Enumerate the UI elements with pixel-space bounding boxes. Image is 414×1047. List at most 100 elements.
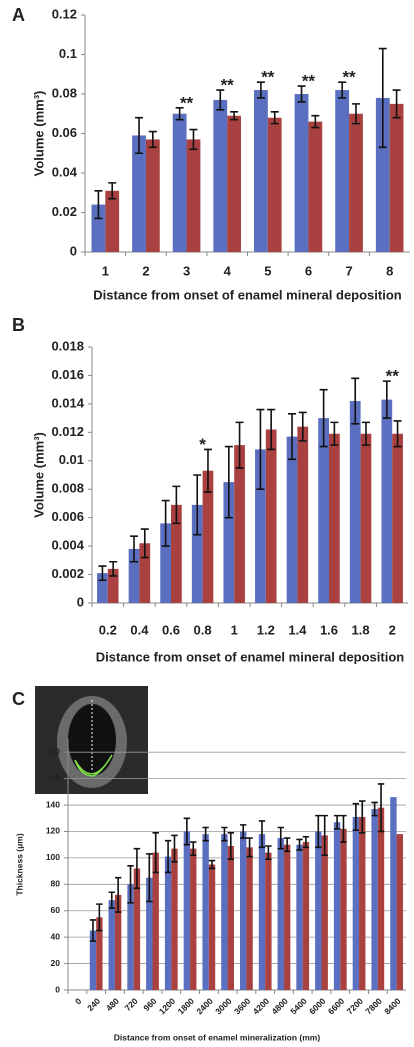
error-bar <box>311 114 320 129</box>
x-tick-label: 1.2 <box>257 622 275 637</box>
bar <box>91 204 106 252</box>
bar <box>352 816 360 990</box>
significance-mark: ** <box>342 68 356 87</box>
x-tick-label: 3600 <box>232 996 253 1017</box>
x-tick-label: 0 <box>73 996 84 1007</box>
y-tick-label: 0.12 <box>52 6 77 21</box>
inset-image <box>35 686 148 794</box>
x-tick-label: 7200 <box>345 996 366 1017</box>
error-bar <box>202 826 209 842</box>
bar <box>146 877 153 990</box>
panel-label: B <box>12 315 25 335</box>
y-tick-label: 0 <box>55 984 60 994</box>
x-axis-label: Distance from onset of enamel mineral de… <box>96 649 405 664</box>
error-bar <box>352 802 360 831</box>
bar <box>172 113 187 252</box>
bar <box>152 852 159 990</box>
x-tick-label: 1 <box>231 622 238 637</box>
bar <box>267 117 282 252</box>
x-tick-label: 2 <box>389 622 396 637</box>
error-bar <box>270 110 279 125</box>
bar <box>202 470 214 603</box>
bar <box>302 842 310 990</box>
y-tick-label: 60 <box>51 905 61 915</box>
error-bar <box>164 839 172 874</box>
error-bar <box>171 834 178 863</box>
error-bar <box>240 824 247 839</box>
y-tick-label: 40 <box>51 931 61 941</box>
bar <box>349 401 361 603</box>
bar <box>389 103 404 252</box>
bar <box>265 429 277 603</box>
error-bar <box>189 128 198 151</box>
bar <box>171 848 178 990</box>
y-axis-label: Volume (mm³) <box>31 432 46 518</box>
bar <box>234 445 245 603</box>
error-bar <box>94 189 103 220</box>
error-bar <box>302 835 310 849</box>
x-tick-label: 5 <box>264 263 271 278</box>
error-bar <box>208 859 216 870</box>
bar <box>191 504 203 603</box>
bar <box>375 97 390 252</box>
error-bar <box>216 89 225 111</box>
x-tick-label: 4 <box>224 263 232 278</box>
bar <box>265 852 272 990</box>
bar <box>392 433 403 603</box>
error-bar <box>172 485 181 525</box>
x-tick-label: 3 <box>183 263 190 278</box>
error-bar <box>315 814 322 849</box>
error-bar <box>108 182 117 200</box>
x-tick-label: 1.6 <box>320 622 338 637</box>
x-tick-label: 1200 <box>157 996 178 1017</box>
bar <box>171 504 182 603</box>
bar <box>335 90 350 252</box>
bar <box>145 139 160 252</box>
error-bar <box>227 831 234 861</box>
y-tick-label: 120 <box>46 826 60 836</box>
error-bar <box>267 408 276 451</box>
y-tick-label: 160 <box>46 773 60 783</box>
bar <box>114 894 122 990</box>
bar <box>208 864 216 990</box>
bar <box>246 847 253 990</box>
x-tick-label: 240 <box>85 996 102 1013</box>
error-bar <box>130 535 139 563</box>
x-tick-label: 6 <box>305 263 312 278</box>
bar <box>108 900 115 990</box>
significance-mark: ** <box>221 76 235 95</box>
x-tick-label: 8 <box>386 263 393 278</box>
x-tick-label: 4200 <box>251 996 272 1017</box>
x-tick-label: 1.8 <box>352 622 370 637</box>
bar <box>371 809 378 990</box>
bar <box>133 868 141 990</box>
bar <box>202 834 209 990</box>
bar <box>107 568 119 603</box>
bar <box>221 834 228 990</box>
error-bar <box>277 826 284 850</box>
error-bar <box>361 421 370 446</box>
significance-mark: * <box>199 435 206 454</box>
error-bar <box>351 377 360 425</box>
bar <box>390 797 397 990</box>
x-axis-label: Distance from onset of enamel mineral de… <box>93 287 402 302</box>
error-bar <box>127 865 134 904</box>
error-bar <box>203 448 212 493</box>
y-tick-label: 0 <box>70 243 77 258</box>
bar <box>128 548 140 603</box>
error-bar <box>152 831 159 874</box>
bar <box>186 139 201 252</box>
x-tick-label: 4800 <box>269 996 290 1017</box>
y-tick-label: 140 <box>46 799 60 809</box>
error-bar <box>298 411 307 442</box>
bar <box>139 543 151 603</box>
y-axis-label: Thickness (μm) <box>14 833 24 896</box>
error-bar <box>382 380 391 419</box>
bar <box>255 449 266 603</box>
bar <box>349 113 363 252</box>
bar <box>294 94 309 252</box>
error-bar <box>319 388 328 448</box>
error-bar <box>146 853 153 903</box>
error-bar <box>265 845 272 861</box>
bar <box>240 831 247 990</box>
